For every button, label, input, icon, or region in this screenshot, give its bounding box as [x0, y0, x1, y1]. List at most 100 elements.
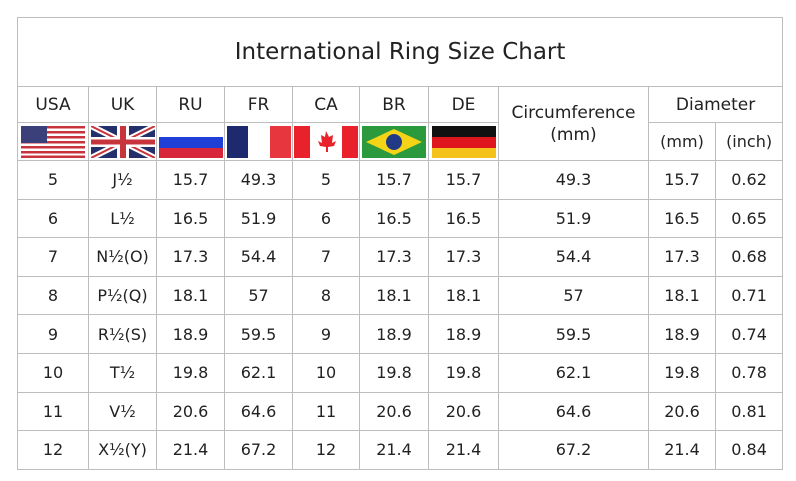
header-de: DE [428, 86, 499, 123]
table-row: 6 L½ 16.5 51.9 6 16.5 16.5 51.9 16.5 0.65 [17, 198, 784, 239]
cell-de: 19.8 [428, 352, 499, 393]
cell-usa: 9 [17, 314, 89, 354]
cell-circumference-mm: 59.5 [498, 314, 649, 354]
cell-ru: 15.7 [156, 160, 225, 200]
table-row: 5 J½ 15.7 49.3 5 15.7 15.7 49.3 15.7 0.62 [17, 160, 784, 200]
cell-de: 16.5 [428, 198, 499, 239]
cell-ru: 18.9 [156, 314, 225, 354]
cell-diameter-inch: 0.78 [714, 352, 784, 393]
header-diameter-inch: (inch) [714, 122, 784, 161]
cell-br: 15.7 [359, 160, 429, 200]
cell-uk: P½(Q) [88, 275, 157, 316]
header-fr: FR [224, 86, 293, 123]
header-circumference: Circumference (mm) [498, 86, 649, 161]
header-uk: UK [88, 86, 157, 123]
cell-diameter-mm: 18.1 [648, 275, 716, 316]
header-br: BR [359, 86, 429, 123]
cell-ca: 12 [292, 430, 360, 470]
cell-diameter-inch: 0.71 [714, 275, 784, 316]
ring-size-chart: International Ring Size Chart USA UK RU … [16, 17, 784, 470]
cell-uk: L½ [88, 198, 157, 239]
russia-flag-icon [156, 122, 225, 161]
cell-usa: 7 [17, 237, 89, 277]
cell-ca: 10 [292, 352, 360, 393]
cell-diameter-inch: 0.65 [714, 198, 784, 239]
cell-uk: V½ [88, 391, 157, 432]
table-row: 7 N½(O) 17.3 54.4 7 17.3 17.3 54.4 17.3 0.68 [17, 237, 784, 277]
cell-circumference-mm: 67.2 [498, 430, 649, 470]
table-row: 9 R½(S) 18.9 59.5 9 18.9 18.9 59.5 18.9 0.74 [17, 314, 784, 354]
cell-usa: 12 [17, 430, 89, 470]
cell-fr: 67.2 [224, 430, 293, 470]
cell-fr: 49.3 [224, 160, 293, 200]
cell-circumference-mm: 54.4 [498, 237, 649, 277]
cell-fr: 54.4 [224, 237, 293, 277]
header-diameter-mm: (mm) [648, 122, 716, 161]
table-row: 11 V½ 20.6 64.6 11 20.6 20.6 64.6 20.6 0.81 [17, 391, 784, 432]
header-diameter: Diameter [647, 86, 784, 123]
germany-flag-icon [428, 122, 499, 161]
cell-ru: 21.4 [156, 430, 225, 470]
cell-circumference-mm: 57 [498, 275, 649, 316]
cell-ru: 18.1 [156, 275, 225, 316]
cell-diameter-mm: 19.8 [648, 352, 716, 393]
cell-diameter-mm: 20.6 [648, 391, 716, 432]
cell-ca: 8 [292, 275, 360, 316]
cell-fr: 51.9 [224, 198, 293, 239]
table-row: 10 T½ 19.8 62.1 10 19.8 19.8 62.1 19.8 0.78 [17, 352, 784, 393]
cell-de: 20.6 [428, 391, 499, 432]
cell-ca: 5 [292, 160, 360, 200]
cell-br: 21.4 [359, 430, 429, 470]
cell-br: 17.3 [359, 237, 429, 277]
brazil-flag-icon [359, 122, 429, 161]
cell-circumference-mm: 64.6 [498, 391, 649, 432]
header-ca: CA [292, 86, 360, 123]
cell-uk: T½ [88, 352, 157, 393]
chart-title: International Ring Size Chart [16, 17, 784, 87]
cell-br: 16.5 [359, 198, 429, 239]
cell-br: 20.6 [359, 391, 429, 432]
cell-diameter-inch: 0.84 [714, 430, 784, 470]
cell-diameter-mm: 16.5 [648, 198, 716, 239]
cell-diameter-inch: 0.81 [714, 391, 784, 432]
cell-de: 18.9 [428, 314, 499, 354]
cell-circumference-mm: 49.3 [498, 160, 649, 200]
cell-diameter-mm: 18.9 [648, 314, 716, 354]
cell-de: 15.7 [428, 160, 499, 200]
table-row: 12 X½(Y) 21.4 67.2 12 21.4 21.4 67.2 21.4 0.84 [17, 430, 784, 470]
cell-br: 18.1 [359, 275, 429, 316]
cell-usa: 10 [17, 352, 89, 393]
header-usa: USA [17, 86, 89, 123]
cell-diameter-mm: 21.4 [648, 430, 716, 470]
cell-diameter-mm: 15.7 [648, 160, 716, 200]
cell-ca: 9 [292, 314, 360, 354]
header-ru: RU [156, 86, 225, 123]
cell-usa: 11 [17, 391, 89, 432]
cell-circumference-mm: 51.9 [498, 198, 649, 239]
cell-usa: 5 [17, 160, 89, 200]
cell-uk: N½(O) [88, 237, 157, 277]
uk-flag-icon [88, 122, 157, 161]
france-flag-icon [224, 122, 293, 161]
cell-ru: 17.3 [156, 237, 225, 277]
cell-ru: 19.8 [156, 352, 225, 393]
ring-size-table: International Ring Size Chart USA UK RU … [16, 17, 784, 470]
cell-fr: 57 [224, 275, 293, 316]
cell-usa: 6 [17, 198, 89, 239]
cell-usa: 8 [17, 275, 89, 316]
cell-ca: 11 [292, 391, 360, 432]
cell-diameter-mm: 17.3 [648, 237, 716, 277]
cell-ru: 20.6 [156, 391, 225, 432]
circumference-unit: (mm) [550, 124, 597, 145]
cell-br: 18.9 [359, 314, 429, 354]
cell-fr: 64.6 [224, 391, 293, 432]
circumference-label: Circumference [511, 102, 636, 123]
cell-de: 21.4 [428, 430, 499, 470]
cell-uk: J½ [88, 160, 157, 200]
table-row: 8 P½(Q) 18.1 57 8 18.1 18.1 57 18.1 0.71 [17, 275, 784, 316]
canada-flag-icon [292, 122, 360, 161]
cell-diameter-inch: 0.74 [714, 314, 784, 354]
cell-ca: 6 [292, 198, 360, 239]
cell-de: 17.3 [428, 237, 499, 277]
cell-diameter-inch: 0.62 [714, 160, 784, 200]
